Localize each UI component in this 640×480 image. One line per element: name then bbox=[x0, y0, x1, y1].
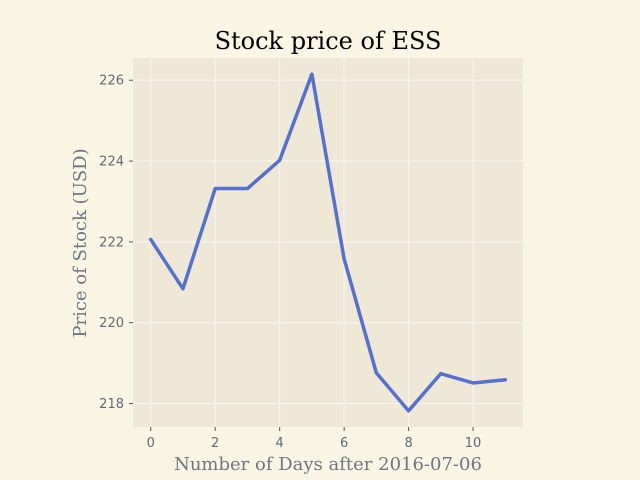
chart-title: Stock price of ESS bbox=[215, 27, 442, 55]
y-tick-label: 220 bbox=[99, 316, 124, 331]
x-tick-label: 8 bbox=[404, 436, 412, 451]
x-tick-label: 6 bbox=[340, 436, 348, 451]
series-layer bbox=[148, 72, 508, 413]
x-axis-label: Number of Days after 2016-07-06 bbox=[174, 454, 482, 475]
y-tick-label: 224 bbox=[99, 155, 124, 170]
y-tick-label: 218 bbox=[99, 397, 124, 412]
y-axis-label: Price of Stock (USD) bbox=[70, 148, 91, 337]
plot-area bbox=[133, 58, 523, 427]
axis-ticks: 0 2 4 6 8 10 218 220 222 224 226 bbox=[99, 74, 481, 451]
x-tick-label: 10 bbox=[465, 436, 482, 451]
grid bbox=[133, 58, 523, 427]
price-series-line bbox=[148, 72, 508, 413]
x-tick-label: 0 bbox=[147, 436, 155, 451]
x-tick-label: 4 bbox=[276, 436, 284, 451]
y-tick-label: 222 bbox=[99, 235, 124, 250]
y-tick-label: 226 bbox=[99, 74, 124, 89]
x-tick-label: 2 bbox=[211, 436, 219, 451]
